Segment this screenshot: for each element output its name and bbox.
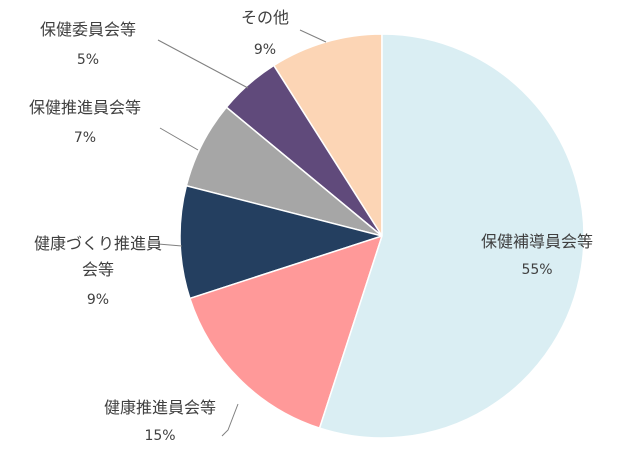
slice-label: 健康推進員会等 [103, 398, 216, 417]
leader-line [299, 29, 327, 43]
value-label: 7% [73, 130, 97, 146]
value-label: 55% [521, 262, 553, 278]
slice-label: 健康づくり推進員会等 [34, 234, 163, 279]
pie-slice [179, 184, 385, 300]
leader-line [157, 39, 249, 89]
slice-label: 保健委員会等 [39, 20, 136, 39]
slice-label: その他 [240, 8, 289, 27]
leader-line [159, 127, 199, 151]
pie-slice [188, 234, 384, 430]
value-label: 9% [253, 42, 277, 58]
slice-label: 保健補導員会等 [480, 232, 593, 251]
leader-line [157, 243, 183, 247]
leader-line [221, 403, 239, 437]
slice-label: 保健推進員会等 [28, 98, 141, 117]
value-label: 9% [86, 292, 110, 308]
value-label: 5% [76, 52, 100, 68]
pie-slice [318, 33, 585, 439]
leader-lines [157, 29, 327, 437]
value-label: 15% [144, 428, 176, 444]
